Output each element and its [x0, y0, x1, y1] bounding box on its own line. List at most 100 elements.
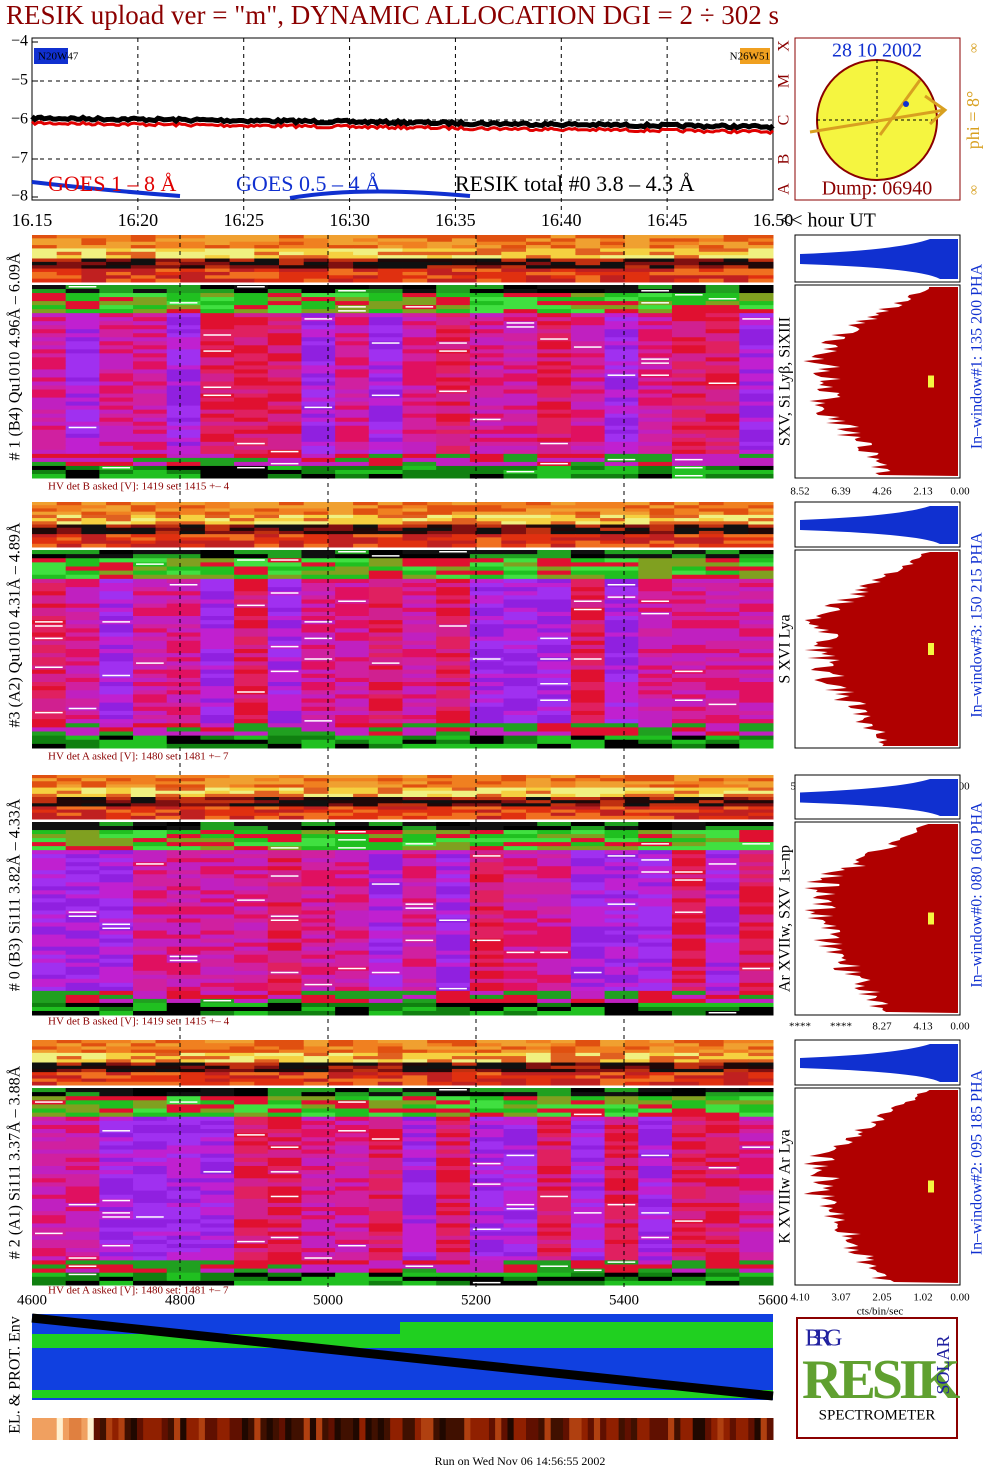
spectrum-cell — [32, 1002, 67, 1008]
spectrum-cell — [638, 970, 673, 976]
spectrum-cell — [537, 550, 572, 555]
spectrum-cell — [451, 278, 478, 283]
spectrum-cell — [476, 1059, 502, 1063]
spectrum-cell — [229, 505, 255, 509]
spectrum-cell — [402, 846, 437, 851]
spectrum-cell — [604, 305, 639, 310]
spectrum-cell — [469, 946, 505, 952]
spectrum-cell — [503, 994, 538, 1000]
spectrum-cell — [570, 735, 606, 741]
spectrum-spike — [607, 596, 636, 598]
spectrum-cell — [503, 349, 538, 354]
spectrum-cell — [267, 321, 302, 326]
spectrum-cell — [671, 385, 707, 391]
spectrum-cell — [99, 850, 134, 855]
spectrum-cell — [368, 437, 403, 443]
spectrum-cell — [377, 278, 403, 283]
spectrum-cell — [671, 990, 707, 996]
spectrum-cell — [451, 1040, 478, 1044]
spectrum-cell — [301, 616, 336, 621]
spectrum-spike — [237, 559, 265, 561]
spectrum-cell — [99, 914, 134, 919]
spectrum-cell — [180, 803, 206, 807]
spectrum-cell — [476, 815, 502, 820]
spectrum-cell — [638, 719, 673, 724]
spectrum-cell — [377, 806, 403, 811]
spectrum-cell — [739, 731, 774, 737]
spectrum-cell — [436, 578, 471, 584]
spectrum-cell — [368, 830, 403, 835]
spectrum-spike — [439, 390, 467, 393]
spectrum-cell — [106, 1056, 132, 1060]
spectrum-cell — [335, 874, 370, 879]
spectrum-cell — [671, 301, 707, 306]
spectrum-cell — [65, 624, 100, 629]
spectrum-cell — [368, 850, 403, 855]
spectrum-cell — [328, 238, 354, 243]
spectrum-cell — [723, 806, 749, 811]
spectrum-cell — [204, 793, 231, 798]
spectrum-cell — [503, 970, 538, 976]
spectrum-spike — [136, 563, 164, 565]
spectrum-cell — [501, 543, 527, 548]
spectrum-cell — [32, 784, 58, 789]
spectrum-cell — [32, 946, 67, 952]
spectrum-cell — [604, 966, 639, 972]
spectrum-cell — [537, 385, 572, 391]
spectrum-cell — [335, 421, 370, 427]
spectrum-cell — [65, 381, 100, 387]
spectrum-cell — [739, 558, 774, 563]
spectrum-cell — [739, 890, 774, 895]
spectrum-cell — [335, 686, 370, 691]
spectrum-cell — [503, 611, 538, 617]
spectrum-cell — [301, 377, 336, 382]
spectrum-cell — [166, 930, 201, 936]
spectrum-cell — [638, 739, 673, 745]
spectrum-cell — [638, 587, 673, 592]
spectrum-cell — [99, 297, 134, 302]
spectrum-cell — [537, 918, 572, 924]
spectrum-cell — [234, 978, 269, 984]
spectrum-cell — [99, 649, 134, 654]
spectrum-cell — [32, 834, 67, 839]
spectrum-cell — [368, 289, 403, 294]
spectrum-cell — [600, 271, 626, 276]
spectrum-cell — [705, 345, 740, 350]
spectrum-cell — [166, 874, 201, 879]
spectrum-cell — [155, 1072, 181, 1076]
spectrum-cell — [604, 970, 639, 976]
spectrum-cell — [267, 710, 302, 716]
spectrum-cell — [550, 518, 576, 522]
spectrum-cell — [234, 914, 269, 919]
spectrum-cell — [503, 341, 538, 346]
spectrum-cell — [200, 874, 235, 879]
spectrum-cell — [99, 558, 134, 563]
spectrum-cell — [99, 365, 134, 370]
spectrum-cell — [377, 518, 403, 522]
spectrum-cell — [32, 558, 67, 563]
spectrum-cell — [427, 803, 453, 807]
spectrum-cell — [200, 731, 235, 737]
spectrum-cell — [402, 377, 437, 382]
spectrum-cell — [301, 409, 336, 415]
spectrum-cell — [200, 838, 235, 843]
spectrum-cell — [427, 806, 453, 811]
spectrum-cell — [166, 640, 201, 646]
spectrum-cell — [166, 578, 201, 584]
spectrum-cell — [537, 826, 572, 831]
spectrum-cell — [537, 934, 572, 940]
spectrum-cell — [335, 1010, 370, 1016]
spectrum-cell — [267, 570, 302, 576]
spectrum-cell — [427, 245, 453, 249]
spectrum-cell — [537, 285, 572, 290]
spectrum-cell — [234, 686, 269, 691]
spectrum-cell — [335, 942, 370, 948]
spectrum-cell — [301, 830, 336, 835]
spectrum-cell — [604, 337, 639, 342]
spectrum-cell — [723, 815, 749, 820]
spectrum-cell — [166, 457, 201, 463]
spectrum-cell — [402, 357, 437, 362]
spectrum-cell — [402, 1010, 437, 1016]
spectrum-cell — [570, 409, 606, 415]
spectrum-cell — [739, 926, 774, 932]
